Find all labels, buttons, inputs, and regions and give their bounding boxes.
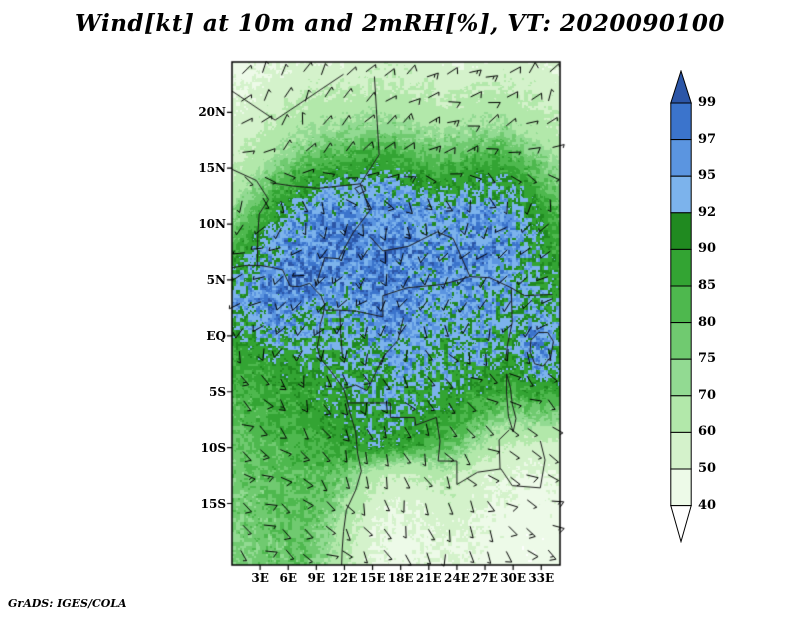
chart-title: Wind[kt] at 10m and 2mRH[%], VT: 2020090… [75, 10, 725, 37]
colorbar-band [670, 139, 692, 177]
colorbar-arrow-top [670, 70, 692, 104]
colorbar-tick-label: 80 [698, 314, 717, 330]
x-axis-tick-label: 3E [251, 571, 269, 585]
colorbar-tick-label: 95 [698, 168, 717, 184]
colorbar-tick-label: 75 [698, 351, 717, 367]
x-axis-tick-label: 6E [279, 571, 297, 585]
colorbar-legend: 99 97 95 92 90 85 80 75 70 60 50 40 [670, 70, 740, 550]
colorbar-labels: 99 97 95 92 90 85 80 75 70 60 50 40 [698, 70, 732, 550]
y-axis-tick-label: 10S [200, 440, 226, 455]
colorbar-arrow-bottom [670, 505, 692, 543]
x-axis-tick-label: 15E [359, 571, 386, 585]
colorbar-band [670, 358, 692, 397]
colorbar-tick-label: 90 [698, 241, 717, 257]
x-axis-tick-label: 18E [387, 571, 414, 585]
x-axis-tick-label: 24E [443, 571, 470, 585]
colorbar-band [670, 175, 692, 214]
colorbar-scale [670, 70, 692, 543]
colorbar-tick-label: 50 [698, 461, 717, 476]
y-axis-tick-label: 5N [206, 272, 226, 287]
credit-label: GrADS: IGES/COLA [8, 597, 127, 610]
y-axis-tick-label: 20N [198, 105, 226, 120]
colorbar-band [670, 322, 692, 360]
colorbar-band [670, 431, 692, 470]
colorbar-tick-label: 40 [698, 497, 717, 513]
colorbar-band [670, 395, 692, 433]
colorbar-tick-label: 70 [698, 387, 717, 403]
colorbar-tick-label: 97 [698, 131, 717, 147]
colorbar-band [670, 468, 692, 507]
colorbar-band [670, 102, 692, 141]
colorbar-band [670, 285, 692, 324]
x-axis-tick-label: 30E [500, 571, 527, 585]
colorbar-band [670, 212, 692, 250]
x-axis-tick-label: 12E [331, 571, 358, 585]
colorbar-tick-label: 60 [698, 424, 717, 440]
y-axis-tick-label: 10N [198, 217, 226, 232]
x-axis-tick-label: 27E [472, 571, 498, 585]
colorbar-tick-label: 92 [698, 204, 717, 220]
colorbar-tick-label: 85 [698, 278, 717, 293]
colorbar-band [670, 248, 692, 287]
x-axis-tick-label: 33E [528, 571, 555, 585]
y-axis-tick-label: EQ [206, 328, 226, 343]
map-canvas [222, 52, 570, 575]
x-axis-tick-label: 21E [415, 571, 442, 585]
x-axis-tick-label: 9E [307, 571, 326, 585]
y-axis-tick-label: 15S [200, 496, 226, 511]
colorbar-tick-label: 99 [698, 95, 717, 110]
y-axis-tick-label: 5S [208, 384, 226, 399]
y-axis-tick-label: 15N [198, 161, 226, 176]
